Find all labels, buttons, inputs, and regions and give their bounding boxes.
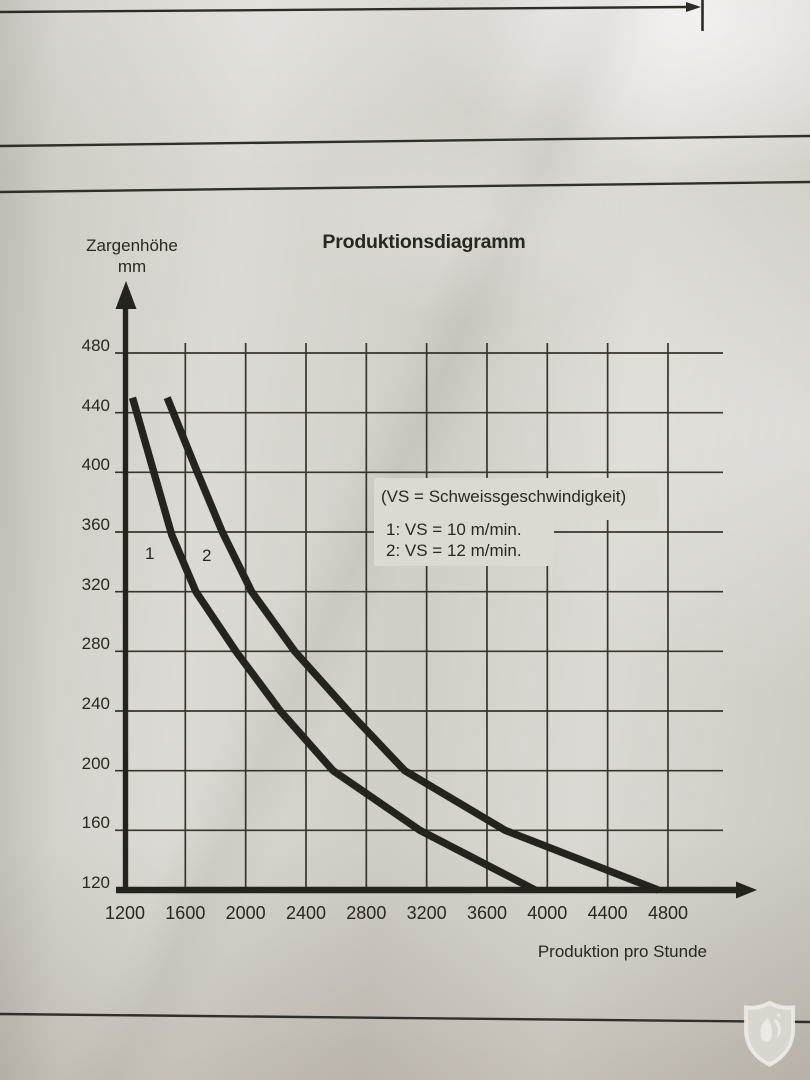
plot-area	[115, 343, 723, 894]
horizontal-rule-1	[0, 134, 810, 148]
legend-backing	[374, 520, 554, 566]
x-tick-label: 1600	[165, 903, 206, 923]
legend-item-2: 2: VS = 12 m/min.	[386, 541, 522, 560]
tulip-dot	[776, 1013, 780, 1018]
x-tick-label: 2800	[346, 903, 387, 923]
dimension-line	[0, 5, 689, 14]
horizontal-rule-2	[0, 180, 810, 194]
legend-item-1: 1: VS = 10 m/min.	[386, 520, 522, 539]
curve-1	[128, 396, 537, 894]
x-tick-label: 2000	[225, 903, 266, 923]
x-tick-label: 3200	[406, 903, 447, 923]
x-tick-label: 2400	[285, 903, 326, 923]
watermark-glyph	[743, 1000, 796, 1067]
y-tick-label: 200	[81, 753, 110, 773]
x-axis-arrow-icon	[736, 881, 757, 899]
curve-2-label: 2	[202, 546, 212, 565]
horizontal-rule-3	[0, 1012, 810, 1024]
y-axis-label-line1: Zargenhöhe	[86, 236, 178, 255]
curve-1-label: 1	[145, 544, 155, 563]
y-tick-label: 280	[81, 634, 110, 654]
shield-logo-watermark-icon	[743, 1000, 796, 1067]
x-tick-label: 3600	[466, 903, 507, 923]
top-dimension-annotation	[0, 0, 704, 31]
legend-note: (VS = Schweissgeschwindigkeit)	[381, 487, 627, 506]
y-tick-label: 240	[81, 693, 110, 713]
y-axis-label: Zargenhöhe mm	[80, 235, 184, 277]
tulip-crescent	[773, 1019, 781, 1039]
x-tick-label: 4400	[587, 903, 628, 923]
tulip-petal	[760, 1018, 773, 1042]
y-axis-arrow-icon	[115, 281, 137, 309]
x-tick-label: 4000	[527, 903, 568, 923]
y-tick-label: 360	[81, 514, 110, 534]
chart-title: Produktionsdiagramm	[322, 231, 526, 253]
shield-outline	[743, 1000, 796, 1067]
x-tick-label: 1200	[104, 903, 146, 923]
y-tick-label: 400	[81, 455, 110, 475]
x-axis-label: Produktion pro Stunde	[537, 942, 707, 961]
y-tick-label: 440	[81, 395, 110, 415]
right-arrow-icon	[686, 2, 701, 12]
axes	[115, 281, 757, 899]
y-tick-label: 160	[81, 813, 110, 833]
y-tick-label: 120	[81, 873, 110, 892]
x-tick-label: 4800	[647, 903, 688, 923]
curve-2	[163, 396, 660, 894]
y-axis-label-line2: mm	[117, 257, 147, 276]
legend-backing	[374, 478, 658, 520]
y-tick-label: 320	[81, 574, 110, 594]
y-tick-label: 480	[81, 335, 110, 355]
